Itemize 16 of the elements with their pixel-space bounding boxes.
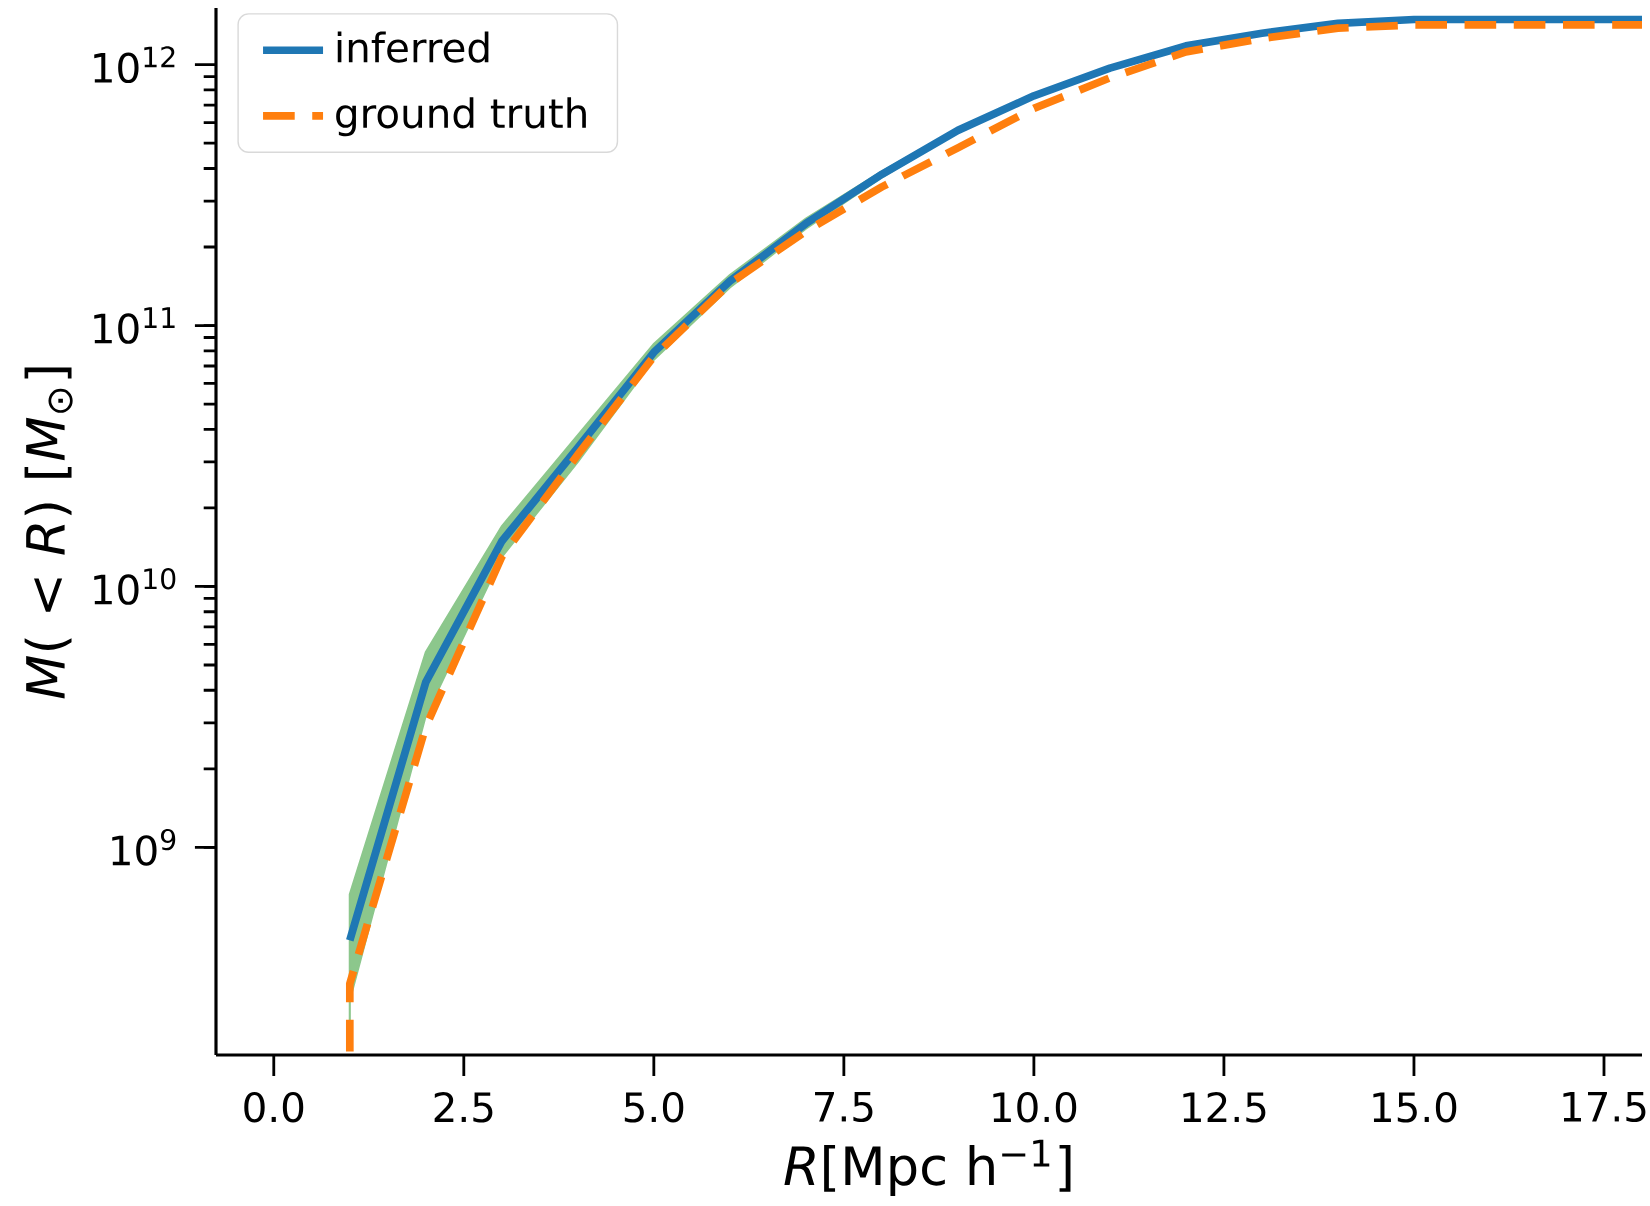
x-tick-label: 7.5 xyxy=(815,1092,873,1122)
y-tick-label: 10$^{10}$ xyxy=(94,568,176,605)
legend-label: inferred xyxy=(337,31,489,63)
x-tick-label: 15.0 xyxy=(1373,1091,1457,1123)
x-tick-label: 0.0 xyxy=(244,1091,304,1123)
x-axis-title: R[Mpc h$^{−1}$] xyxy=(784,1139,1071,1196)
y-tick-label: 10$^{11}$ xyxy=(94,307,175,344)
y-axis-title: M( < R) [M$_{⊙}$] xyxy=(24,367,73,699)
x-tick-label: 2.5 xyxy=(434,1091,493,1123)
y-tick-label: 10$^{12}$ xyxy=(94,46,175,84)
y-tick-label: 10$^{9}$ xyxy=(112,828,176,866)
x-tick-label: 10.0 xyxy=(993,1091,1077,1123)
x-tick-label: 5.0 xyxy=(624,1091,684,1123)
x-tick-label: 17.5 xyxy=(1563,1092,1646,1122)
legend-label: ground truth xyxy=(336,97,586,137)
x-tick-label: 12.5 xyxy=(1183,1091,1266,1123)
